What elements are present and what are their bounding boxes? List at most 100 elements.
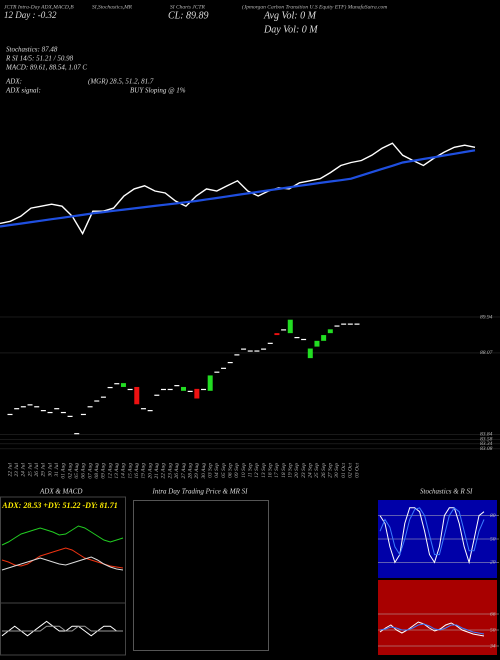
x-tick-label: 22 Jul — [7, 463, 13, 477]
candle — [187, 390, 193, 393]
x-tick-label: 20 Sep — [294, 463, 300, 478]
series-line — [1, 620, 123, 637]
candle — [54, 408, 60, 410]
x-tick-label: 30 Aug — [201, 463, 207, 480]
x-tick-label: 25 Sep — [314, 463, 320, 478]
series-line — [2, 625, 123, 632]
stat: BUY Sloping @ 1% — [130, 87, 186, 95]
x-tick-label: 24 Jul — [20, 463, 27, 477]
candle — [314, 340, 320, 347]
candle — [7, 413, 13, 416]
x-tick-label: 18 Sep — [281, 463, 287, 478]
candle — [354, 323, 360, 325]
x-tick-label: 11 Sep — [247, 463, 253, 478]
annotation: ADX: 28.53 +DY: 51.22 -DY: 81.71 — [1, 501, 118, 510]
candle — [214, 371, 220, 373]
x-tick-label: 06 Aug — [81, 463, 87, 479]
candle — [34, 406, 40, 408]
x-tick-label: 07 Aug — [87, 463, 93, 479]
x-tick-label: 24 Sep — [307, 463, 314, 478]
x-tick-label: 04 Sep — [213, 463, 220, 478]
day-volume: Day Vol: 0 M — [263, 24, 318, 35]
series-line — [0, 142, 476, 236]
x-tick-label: 10 Sep — [241, 463, 247, 478]
candle — [74, 433, 80, 435]
candle — [261, 348, 267, 350]
candle — [327, 329, 333, 334]
x-tick-label: 26 Aug — [174, 463, 180, 479]
y-tick-label: 50 — [490, 627, 496, 633]
x-tick-label: 03 Sep — [207, 463, 213, 478]
x-tick-label: 16 Aug — [134, 463, 140, 479]
candle — [27, 404, 33, 406]
candle — [147, 410, 153, 412]
y-tick-label: 83.34 — [480, 440, 493, 447]
candle — [281, 329, 287, 331]
header-title: JCTR Intra-Day ADX,MACD,B — [4, 4, 74, 10]
x-tick-label: 17 Sep — [274, 463, 280, 478]
x-tick-label: 29 Jul — [41, 463, 47, 477]
x-tick-label: 03 Oct — [354, 463, 360, 478]
panel-background — [378, 580, 497, 655]
candle — [254, 350, 260, 352]
y-tick-label: 88.07 — [480, 350, 493, 356]
candle — [267, 342, 273, 344]
candle — [201, 388, 207, 391]
x-tick-label: 21 Aug — [154, 463, 160, 479]
x-tick-label: 31 Jul — [54, 463, 60, 478]
x-tick-label: 30 Sep — [334, 463, 340, 479]
panel-title: Stochastics & R SI — [420, 488, 473, 496]
x-tick-label: 13 Aug — [114, 463, 120, 479]
x-tick-label: 02 Aug — [67, 463, 73, 479]
stat: ADX signal: — [5, 87, 41, 95]
header-title: SI,Stochastics,MR — [92, 4, 133, 10]
candle — [20, 406, 26, 408]
x-tick-label: 23 Sep — [301, 463, 307, 478]
x-tick-label: 20 Aug — [147, 463, 153, 479]
candle — [160, 388, 166, 391]
y-tick-label: 34 — [489, 642, 496, 649]
header-title: (Jpmorgan Carbon Transition U.S Equity E… — [242, 3, 387, 10]
stat: R SI 14/5: 51.21 / 50.98 — [5, 55, 74, 63]
x-tick-label: 22 Aug — [161, 463, 167, 479]
x-tick-label: 05 Aug — [74, 463, 80, 479]
close-price: CL: 89.89 — [168, 10, 209, 21]
x-tick-label: 02 Oct — [348, 463, 354, 478]
candle — [167, 388, 173, 391]
avg-volume: Avg Vol: 0 M — [263, 10, 317, 21]
x-tick-label: 19 Aug — [141, 463, 147, 479]
candle — [80, 413, 86, 416]
x-tick-label: 13 Sep — [261, 463, 267, 478]
candle — [234, 354, 240, 356]
candle — [14, 408, 20, 410]
candle — [120, 383, 126, 387]
candle — [321, 335, 327, 341]
candle — [40, 410, 46, 412]
candle — [60, 411, 66, 414]
stat: MACD: 89.61, 88.54, 1.07 C — [5, 64, 87, 72]
y-tick-label: 66 — [490, 611, 496, 617]
x-tick-label: 05 Sep — [221, 463, 227, 478]
x-tick-label: 26 Sep — [321, 463, 327, 478]
candle — [47, 411, 53, 414]
x-tick-label: 09 Sep — [234, 463, 240, 478]
candle — [341, 323, 347, 325]
candle — [334, 325, 340, 327]
candle — [154, 394, 160, 396]
x-tick-label: 16 Sep — [268, 463, 274, 478]
y-tick-label: 83.58 — [480, 437, 493, 443]
panel-title: Intra Day Trading Price & MR SI — [152, 488, 249, 496]
stat: Stochastics: 87.48 — [6, 46, 58, 54]
candle — [287, 319, 293, 334]
x-tick-label: 27 Aug — [181, 463, 187, 479]
y-tick-label: 83.08 — [480, 446, 493, 452]
x-tick-label: 19 Sep — [288, 463, 294, 478]
series-line — [379, 621, 485, 637]
x-tick-label: 25 Jul — [27, 463, 33, 477]
candle — [94, 400, 100, 402]
x-tick-label: 28 Aug — [187, 463, 193, 479]
panel-border — [0, 496, 126, 656]
candle — [107, 386, 113, 389]
candle — [194, 388, 200, 399]
